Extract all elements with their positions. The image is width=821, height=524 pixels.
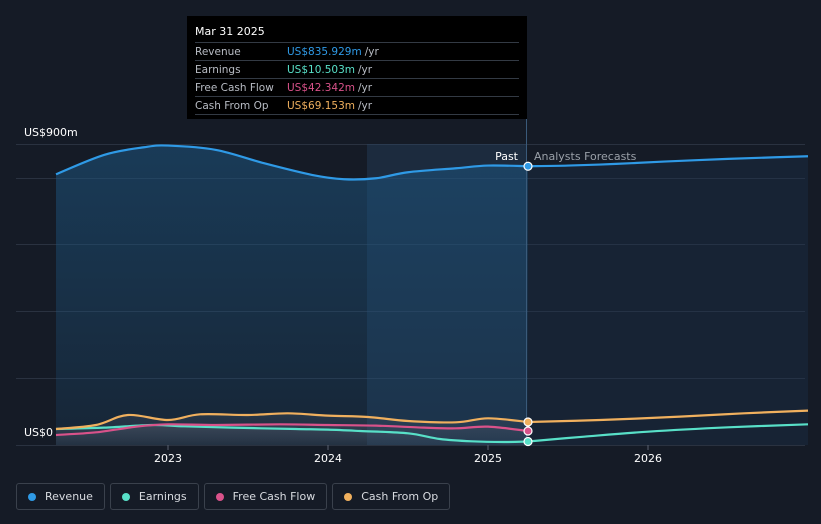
past-label: Past — [495, 150, 519, 163]
x-axis-ticks: 2023 2024 2025 2026 — [154, 445, 662, 465]
legend-dot-icon — [28, 492, 36, 501]
tooltip-value: US$69.153m — [287, 99, 355, 112]
hover-tooltip: Mar 31 2025 Revenue US$835.929m/yr Earning… — [187, 16, 527, 119]
cash-from-op-forecast-line — [527, 409, 809, 424]
tooltip-row: Earnings US$10.503m/yr — [195, 61, 519, 79]
earnings-marker — [523, 436, 533, 447]
revenue-forecast-line — [527, 155, 809, 168]
tooltip-label: Free Cash Flow — [195, 81, 274, 94]
tooltip-row: Free Cash Flow US$42.342m/yr — [195, 79, 519, 97]
chart-legend: Revenue Earnings Free Cash Flow Cash From O… — [16, 483, 451, 510]
earnings-forecast-line — [527, 423, 809, 443]
tooltip-unit: /yr — [364, 45, 379, 58]
series-areas — [56, 145, 808, 445]
tooltip-value: US$835.929m — [287, 45, 362, 58]
free-cash-flow-line — [55, 423, 529, 437]
legend-label: Free Cash Flow — [232, 490, 316, 503]
legend-item-cash-from-op[interactable]: Cash From Op — [332, 483, 451, 510]
y-axis-min-label: US$0 — [24, 426, 53, 439]
tooltip-unit: /yr — [358, 63, 373, 76]
tooltip-date: Mar 31 2025 — [195, 22, 519, 43]
legend-item-revenue[interactable]: Revenue — [16, 483, 105, 510]
series-lines — [55, 144, 809, 444]
x-tick-label: 2026 — [634, 452, 662, 465]
legend-label: Earnings — [138, 490, 187, 503]
tooltip-value: US$10.503m — [287, 63, 355, 76]
series-end-markers — [523, 161, 533, 447]
x-tick-label: 2025 — [474, 452, 502, 465]
legend-label: Cash From Op — [361, 490, 439, 503]
tooltip-label: Revenue — [195, 45, 241, 58]
revenue-marker — [523, 161, 533, 171]
revenue-line — [55, 144, 529, 181]
tooltip-value: US$42.342m — [287, 81, 355, 94]
free-cash-flow-marker — [523, 426, 533, 436]
revenue-area — [56, 145, 528, 445]
tooltip-unit: /yr — [358, 81, 373, 94]
cash-from-op-line — [55, 412, 529, 431]
legend-item-earnings[interactable]: Earnings — [109, 483, 199, 510]
tooltip-label: Cash From Op — [195, 99, 269, 112]
legend-dot-icon — [344, 492, 353, 501]
legend-item-free-cash-flow[interactable]: Free Cash Flow — [203, 483, 328, 510]
tooltip-label: Earnings — [195, 63, 241, 76]
x-tick-label: 2023 — [154, 452, 182, 465]
x-tick-label: 2024 — [314, 452, 342, 465]
revenue-forecast-area — [528, 156, 808, 445]
tooltip-unit: /yr — [358, 99, 373, 112]
legend-dot-icon — [215, 492, 224, 501]
legend-label: Revenue — [45, 490, 93, 503]
forecast-label: Analysts Forecasts — [534, 150, 637, 163]
cash-from-op-marker — [523, 417, 533, 427]
tooltip-row: Cash From Op US$69.153m/yr — [195, 97, 519, 115]
y-axis-max-label: US$900m — [24, 126, 78, 139]
tooltip-row: Revenue US$835.929m/yr — [195, 43, 519, 61]
legend-dot-icon — [121, 492, 130, 501]
